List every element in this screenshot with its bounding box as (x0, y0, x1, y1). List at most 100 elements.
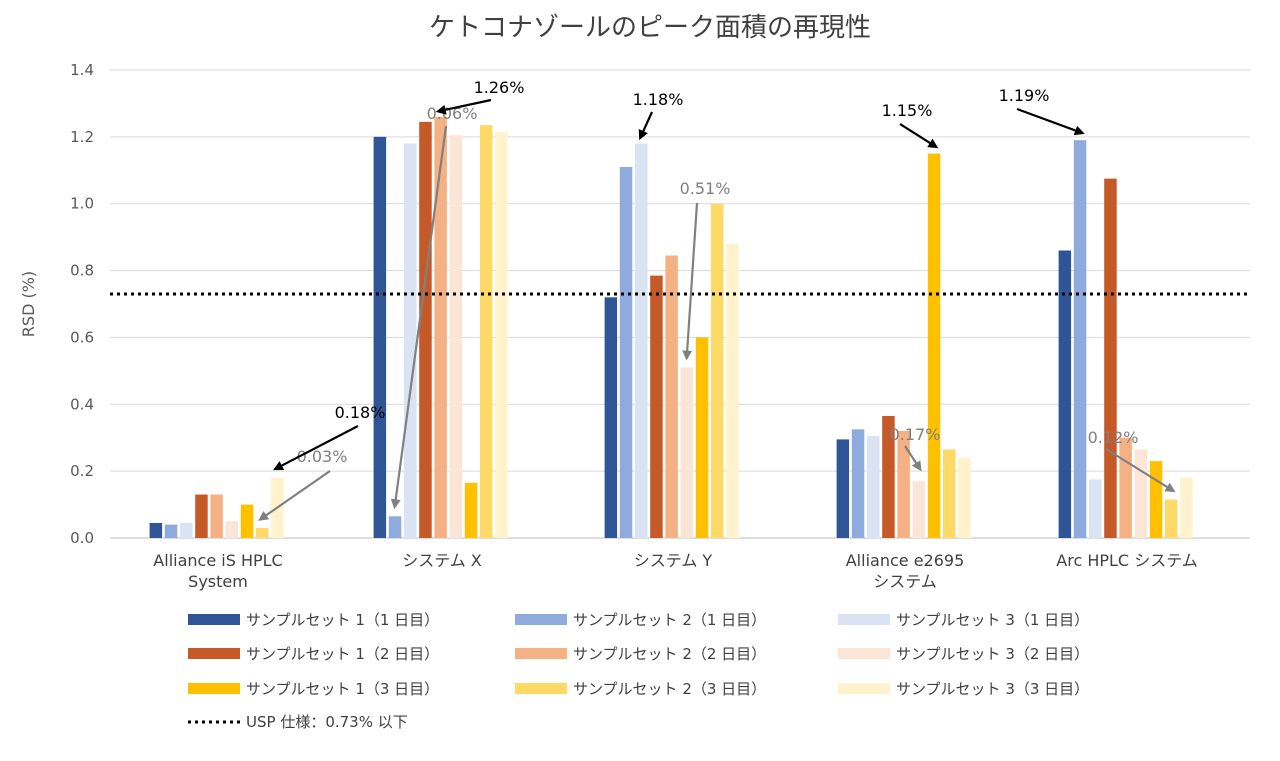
bar (195, 494, 208, 538)
bar (665, 255, 678, 538)
annotation-arrow (390, 125, 448, 510)
legend-label: サンプルセット 3（2 日目） (896, 645, 1089, 663)
bar (149, 522, 163, 538)
annotations: 0.03% 0.18% 0.06% 1.26% 1.18% 0.51% 1.15% 0.17%… (258, 78, 1176, 521)
bar (882, 415, 895, 538)
y-tick-label: 1.0 (70, 195, 94, 213)
y-tick-label: 1.2 (70, 128, 94, 146)
legend-swatch (515, 683, 567, 694)
bar (1089, 479, 1102, 538)
bar (711, 203, 724, 538)
legend-swatch (188, 683, 240, 694)
legend-label: サンプルセット 1（3 日目） (246, 680, 439, 698)
bar (225, 521, 239, 538)
category-label: システム (873, 572, 937, 591)
annotation-label: 0.17% (890, 425, 941, 444)
bar (1073, 140, 1087, 538)
bar (851, 429, 865, 538)
legend-label: サンプルセット 3（1 日目） (896, 611, 1089, 629)
y-tick-labels: 0.0 0.2 0.4 0.6 0.8 1.0 1.2 1.4 (70, 61, 94, 547)
bars (149, 116, 1193, 539)
category-label: システム X (402, 551, 482, 570)
bar (256, 527, 269, 538)
annotation-label: 0.06% (427, 104, 478, 123)
bar (619, 166, 633, 538)
annotation-label: 1.15% (882, 101, 933, 120)
bar (927, 153, 941, 539)
legend-label: サンプルセット 2（1 日目） (573, 611, 766, 629)
bar (404, 143, 417, 539)
annotation-label: 0.12% (1088, 428, 1139, 447)
annotation-label: 1.19% (999, 86, 1050, 105)
category-label: システム Y (634, 551, 713, 570)
bar (210, 494, 223, 538)
category-label: Arc HPLC システム (1056, 551, 1197, 570)
annotation-arrow (904, 445, 922, 472)
y-tick-label: 0.2 (70, 462, 94, 480)
category-labels: Alliance iS HPLC System システム X システム Y Allian… (153, 551, 1197, 591)
bar (650, 275, 663, 538)
annotation-arrow (1016, 107, 1085, 136)
legend-swatch (838, 648, 890, 659)
bar (635, 143, 648, 539)
bar (912, 481, 926, 538)
annotation-arrow (899, 123, 939, 149)
gridlines (110, 69, 1250, 539)
legend-label: サンプルセット 2（3 日目） (573, 680, 766, 698)
legend-label: サンプルセット 1（2 日目） (246, 645, 439, 663)
annotation-label: 1.26% (474, 78, 525, 97)
bar (695, 337, 709, 538)
legend-swatch (838, 683, 890, 694)
annotation-arrow (638, 111, 654, 141)
category-label: Alliance iS HPLC (153, 551, 282, 570)
bar (867, 436, 880, 538)
bar (464, 482, 478, 538)
legend-label: サンプルセット 1（1 日目） (246, 611, 439, 629)
bar (897, 431, 910, 538)
bar (419, 121, 432, 539)
bar (680, 367, 694, 538)
chart-title: ケトコナゾールのピーク面積の再現性 (429, 13, 871, 43)
bar (836, 439, 850, 538)
category-label: Alliance e2695 (846, 551, 965, 570)
legend: サンプルセット 1（1 日目） サンプルセット 2（1 日目） サンプルセット 3（… (188, 611, 1089, 731)
bar (495, 131, 508, 539)
y-tick-label: 0.4 (70, 395, 94, 413)
annotation-arrow (273, 425, 359, 471)
y-tick-label: 1.4 (70, 61, 94, 79)
y-tick-label: 0.8 (70, 262, 94, 280)
y-tick-label: 0.0 (70, 529, 94, 547)
bar (1119, 437, 1132, 538)
bar (943, 449, 956, 538)
legend-label: サンプルセット 2（2 日目） (573, 645, 766, 663)
bar (1058, 250, 1072, 538)
bar (180, 522, 193, 538)
y-tick-label: 0.6 (70, 328, 94, 346)
bar (434, 116, 447, 539)
annotation-arrow (258, 470, 331, 521)
bar (726, 243, 739, 539)
bar (1165, 499, 1178, 538)
legend-swatch (188, 614, 240, 625)
annotation-label: 0.18% (335, 403, 386, 422)
legend-swatch (188, 648, 240, 659)
bar (164, 524, 178, 538)
legend-label: サンプルセット 3（3 日目） (896, 680, 1089, 698)
bar (604, 297, 618, 538)
bar (1134, 449, 1148, 538)
annotation-label: 0.51% (680, 179, 731, 198)
bar (449, 135, 463, 538)
annotation-label: 0.03% (297, 447, 348, 466)
legend-swatch (838, 614, 890, 625)
bar (1104, 178, 1117, 538)
annotation-label: 1.18% (633, 90, 684, 109)
legend-swatch (515, 614, 567, 625)
bar (1149, 461, 1163, 538)
annotation-arrow (435, 98, 492, 115)
legend-swatch (515, 648, 567, 659)
annotation-arrow (1105, 448, 1176, 493)
category-label: System (188, 572, 248, 591)
bar (388, 516, 402, 538)
bar (373, 136, 387, 538)
